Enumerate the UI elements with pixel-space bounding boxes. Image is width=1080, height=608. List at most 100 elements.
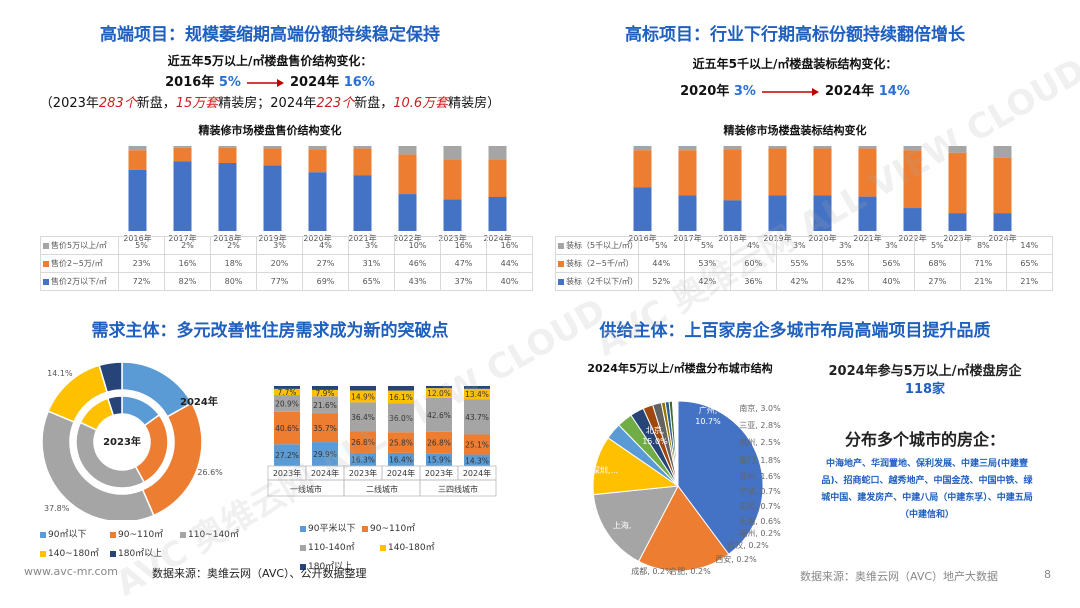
bar-segment	[426, 453, 452, 466]
x-tick-label: 2024年	[311, 468, 339, 478]
bar-segment	[488, 146, 507, 160]
slice-label: 成都, 0.2%	[631, 566, 673, 576]
table-cell: 27%	[913, 272, 961, 291]
bar-segment	[426, 386, 452, 389]
legend-swatch	[558, 278, 564, 285]
legend-entry: 110-140㎡	[300, 540, 380, 553]
group-label: 一线城市	[290, 484, 322, 494]
table-cell: 80%	[210, 272, 257, 291]
table-cell: 2%	[164, 236, 211, 255]
table-cell: 47%	[440, 254, 487, 273]
table-cell: 3%	[256, 236, 303, 255]
table-cell: 18%	[210, 254, 257, 273]
bar-segment	[426, 388, 452, 398]
q2-chart-caption: 精装修市场楼盘装标结构变化	[723, 124, 867, 137]
legend-swatch	[300, 525, 306, 532]
slice-label: 26.6%	[197, 468, 223, 477]
table-cell: 5%	[118, 236, 165, 255]
bar-segment	[350, 452, 376, 466]
group-label: 三四线城市	[438, 484, 478, 494]
table-cell: 69%	[302, 272, 349, 291]
group-cell	[419, 479, 497, 497]
legend-entry: 180㎡以上	[110, 546, 180, 559]
bar-segment	[426, 431, 452, 454]
bar-segment	[903, 208, 922, 231]
table-cell: 5%	[637, 236, 685, 255]
slice-label: 西安, 0.2%	[715, 554, 757, 564]
bar-segment	[633, 187, 652, 231]
bar-segment	[768, 148, 787, 196]
data-label: 16.3%	[351, 455, 375, 464]
bar-segment	[274, 411, 300, 445]
legend-swatch	[558, 260, 564, 267]
table-row: 售价2~5万/㎡ 23% 16% 18% 20% 27% 31% 46% 47% 44%	[40, 254, 533, 273]
bar-segment	[350, 402, 376, 432]
bar-segment	[464, 454, 490, 466]
inner-ring-label: 2023年	[103, 435, 141, 448]
slice-label: 广州,	[699, 405, 718, 415]
bar-segment	[768, 146, 787, 149]
bar-segment	[388, 390, 414, 404]
donut-slice	[134, 413, 169, 484]
q1-stacked-bar-chart: 2016年 2017年 2018年 2019年 2020年 2021年 2022年 2023年…	[123, 146, 512, 243]
table-cell: 21%	[1005, 272, 1053, 291]
slice-label: 福州, 0.2%	[739, 529, 781, 538]
table-cell: 36%	[729, 272, 777, 291]
table-cell: 42%	[821, 272, 869, 291]
bar-segment	[312, 442, 338, 466]
slice-label: 武汉, 0.2%	[727, 540, 769, 550]
table-cell: 65%	[348, 272, 395, 291]
x-tick-label: 2023年	[425, 468, 453, 478]
bar-segment	[218, 163, 237, 231]
legend-swatch	[110, 531, 116, 538]
table-cell: 16%	[486, 236, 533, 255]
slice-label: 10.7%	[695, 417, 721, 426]
data-label: 15.9%	[427, 456, 451, 465]
q2-title: 高标项目：行业下行期高标份额持续翻倍增长	[625, 25, 965, 45]
bar-segment	[443, 159, 462, 200]
q2-l2c: 2024年	[825, 84, 879, 99]
slice-label: 深圳,...	[592, 465, 618, 475]
bar-segment	[218, 146, 237, 148]
arrow-right-icon	[247, 78, 285, 87]
data-label: 43.7%	[465, 413, 489, 422]
bar-segment	[312, 413, 338, 443]
slice-label: 杭州, 2.5%	[739, 437, 781, 447]
bar-segment	[173, 161, 192, 231]
bar-segment	[948, 152, 967, 214]
q4-pie-caption: 2024年5万以上/㎡楼盘分布城市结构	[587, 362, 773, 375]
bar-segment	[128, 146, 147, 151]
bar-segment	[312, 386, 338, 390]
bar-segment	[308, 172, 327, 231]
legend-entry: 140-180㎡	[380, 540, 442, 553]
data-label: 7.7%	[277, 388, 296, 397]
donut-slice	[41, 410, 155, 520]
q3-stacked-bar-chart: 27.2% 40.6% 20.9% 7.7% 2023年 29.9% 35.7% 21.6% 7…	[267, 386, 497, 497]
table-cell: 55%	[821, 254, 869, 273]
bar-segment	[813, 148, 832, 196]
bar-segment	[388, 432, 414, 453]
bar-segment	[128, 150, 147, 170]
outer-ring-label: 2024年	[180, 395, 218, 408]
footer-site: www.avc-mr.com	[24, 565, 118, 578]
bar-segment	[443, 199, 462, 231]
data-label: 12.0%	[427, 389, 451, 398]
bar-segment	[464, 386, 490, 389]
bar-segment	[274, 386, 300, 389]
x-tick-label: 2023年	[349, 468, 377, 478]
table-cell: 72%	[118, 272, 165, 291]
slice-label: 苏州, 1.6%	[739, 471, 781, 481]
bar-segment	[993, 146, 1012, 158]
bar-segment	[813, 195, 832, 231]
legend-entry: 90~110㎡	[362, 521, 424, 534]
legend-entry: 售价2万以下/㎡	[40, 272, 119, 291]
bar-segment	[398, 194, 417, 231]
data-label: 14.3%	[465, 456, 489, 465]
legend-entry: 180㎡以上	[300, 559, 362, 572]
legend-entry: 90平米以下	[300, 521, 362, 534]
bar-segment	[488, 197, 507, 231]
legend-entry: 110~140㎡	[180, 527, 262, 540]
legend-swatch	[380, 544, 386, 551]
table-cell: 14%	[1005, 236, 1053, 255]
bar-segment	[768, 195, 787, 231]
